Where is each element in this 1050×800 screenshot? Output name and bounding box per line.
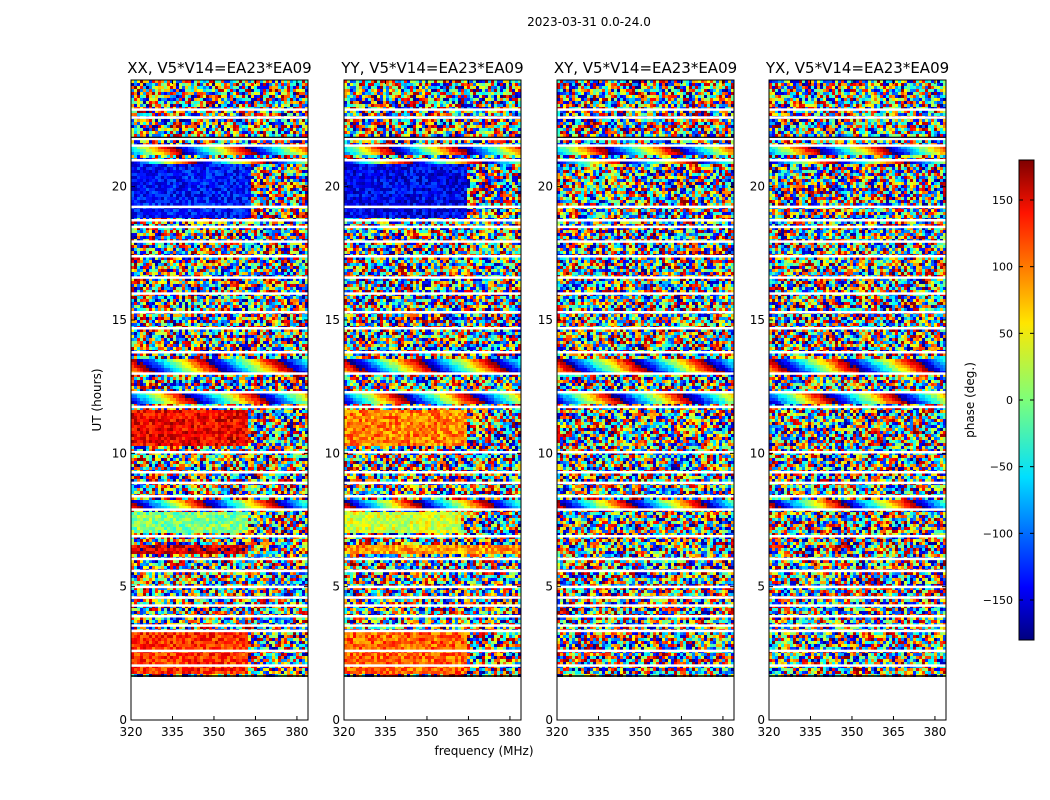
phase-heatmap-2: [344, 80, 521, 720]
y-tick-label: 20: [112, 180, 127, 194]
x-tick-label: 335: [374, 725, 397, 739]
x-axis-label: frequency (MHz): [434, 744, 533, 758]
panel-3: XY, V5*V14=EA23*EA09 320 335 350 365 380 0 5 10 1…: [538, 59, 737, 739]
panel-frame: [343, 79, 522, 721]
y-tick-label: 20: [750, 180, 765, 194]
y-tick-label: 0: [119, 713, 127, 727]
colorbar-tick-label: 0: [1006, 394, 1013, 407]
colorbar-tick-label: 150: [992, 194, 1013, 207]
x-tick-label: 335: [799, 725, 822, 739]
y-tick-label: 5: [332, 580, 340, 594]
y-tick-label: 15: [538, 313, 553, 327]
x-tick-label: 335: [161, 725, 184, 739]
x-tick-label: 350: [203, 725, 226, 739]
x-tick-label: 350: [841, 725, 864, 739]
y-tick-label: 5: [119, 580, 127, 594]
panel-2: YY, V5*V14=EA23*EA09 320 335 350 365 380 0 5 10 1…: [325, 59, 524, 739]
y-tick-label: 15: [750, 313, 765, 327]
colorbar-ticks: 150 100 50 0 −50 −100 −150: [983, 194, 1034, 607]
x-tick-label: 380: [285, 725, 308, 739]
panel-frame: [768, 79, 947, 721]
colorbar-tick-label: −150: [983, 594, 1013, 607]
y-tick-label: 5: [757, 580, 765, 594]
y-tick-label: 20: [325, 180, 340, 194]
x-tick-label: 365: [670, 725, 693, 739]
x-tick-label: 365: [457, 725, 480, 739]
panel-1: XX, V5*V14=EA23*EA09 320 335 350 365 380 0 5 10 1…: [112, 59, 312, 739]
panel-frame: [130, 79, 309, 721]
y-tick-label: 0: [545, 713, 553, 727]
y-tick-label: 10: [112, 446, 127, 460]
y-tick-label: 15: [112, 313, 127, 327]
y-tick-label: 20: [538, 180, 553, 194]
x-tick-label: 350: [416, 725, 439, 739]
y-tick-label: 0: [332, 713, 340, 727]
x-tick-label: 380: [711, 725, 734, 739]
panel-title: XX, V5*V14=EA23*EA09: [127, 59, 311, 77]
panel-frame: [556, 79, 735, 721]
y-tick-label: 0: [757, 713, 765, 727]
x-tick-label: 320: [758, 725, 781, 739]
panel-title: YX, V5*V14=EA23*EA09: [765, 59, 949, 77]
x-tick-label: 380: [923, 725, 946, 739]
panels: XX, V5*V14=EA23*EA09 320 335 350 365 380 0 5 10 1…: [112, 59, 949, 739]
x-tick-label: 335: [587, 725, 610, 739]
x-tick-label: 320: [333, 725, 356, 739]
panel-title: YY, V5*V14=EA23*EA09: [340, 59, 523, 77]
x-tick-label: 350: [629, 725, 652, 739]
colorbar-tick-label: 100: [992, 261, 1013, 274]
phase-heatmap-3: [557, 80, 734, 720]
x-tick-label: 320: [120, 725, 143, 739]
y-axis-label: UT (hours): [90, 368, 104, 431]
x-tick-label: 380: [498, 725, 521, 739]
y-tick-label: 10: [750, 446, 765, 460]
colorbar-label: phase (deg.): [963, 362, 977, 438]
y-tick-label: 10: [538, 446, 553, 460]
phase-heatmap-1: [131, 80, 308, 720]
x-tick-label: 365: [882, 725, 905, 739]
colorbar-tick-label: 50: [999, 327, 1013, 340]
colorbar-tick-label: −50: [990, 461, 1013, 474]
y-tick-label: 15: [325, 313, 340, 327]
panel-title: XY, V5*V14=EA23*EA09: [554, 59, 737, 77]
phase-heatmap-4: [769, 80, 946, 720]
colorbar: 150 100 50 0 −50 −100 −150 phase (deg.): [963, 159, 1035, 641]
figure-title: 2023-03-31 0.0-24.0: [527, 15, 651, 29]
y-tick-label: 10: [325, 446, 340, 460]
y-tick-label: 5: [545, 580, 553, 594]
colorbar-tick-label: −100: [983, 527, 1013, 540]
x-tick-label: 365: [244, 725, 267, 739]
x-tick-label: 320: [546, 725, 569, 739]
panel-4: YX, V5*V14=EA23*EA09 320 335 350 365 380 0 5 10 1…: [750, 59, 949, 739]
